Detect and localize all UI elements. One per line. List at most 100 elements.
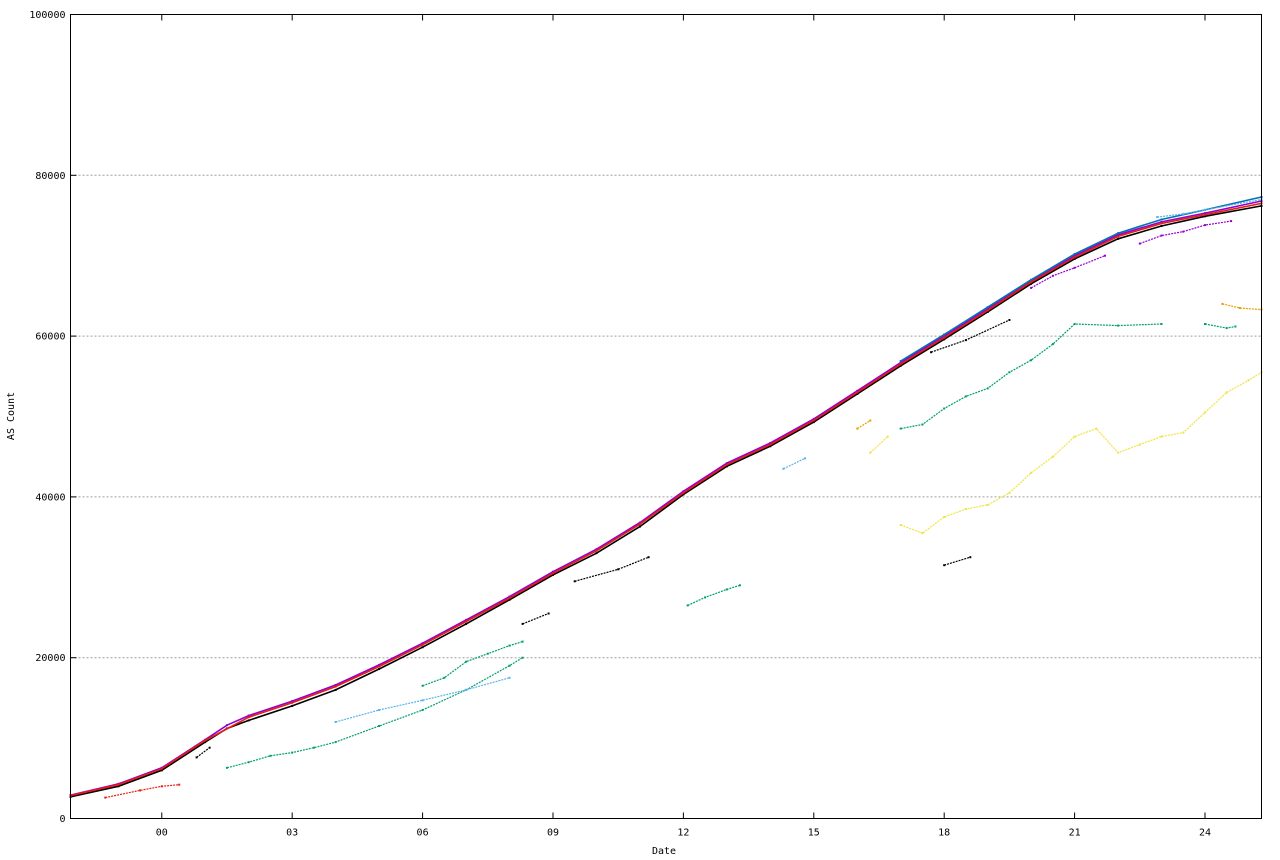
data-point [1221,302,1224,305]
data-point [738,584,741,587]
data-point [1051,274,1054,277]
data-point [247,714,250,717]
data-point [552,573,554,576]
data-point [421,642,424,645]
plot-frame [70,14,1262,819]
data-point [1073,257,1076,260]
data-point [1095,427,1098,430]
data-point [856,393,859,395]
data-point [1030,281,1033,284]
data-point [1182,230,1185,233]
data-point [930,351,933,354]
data-point [964,395,967,398]
data-point [638,525,641,528]
data-point [465,620,468,623]
data-point [204,741,207,744]
data-point [725,465,728,468]
data-point [638,521,641,524]
data-point [1117,235,1120,238]
data-point [465,660,468,663]
data-point [1117,232,1120,235]
data-point [378,663,381,666]
data-point [725,462,728,465]
series-trace-12 [1222,303,1262,311]
y-tick-label: 100000 [29,10,65,21]
data-point [421,699,424,702]
data-point [521,640,524,643]
data-point [595,549,598,552]
data-point [1073,435,1076,438]
data-point [804,457,807,460]
series-trace-1 [70,200,1262,796]
series-trace-2 [70,202,1262,797]
series-trace-6 [687,584,741,606]
data-point [1238,307,1241,309]
series-trace-17 [944,556,971,566]
data-point [552,572,554,575]
data-point [704,596,707,599]
x-tick-label: 03 [286,828,298,839]
data-point [943,516,946,518]
data-point [943,338,946,341]
data-point [682,493,685,496]
y-tick-label: 20000 [35,653,65,664]
data-point [1204,224,1206,227]
data-point [204,739,207,742]
data-point [1117,451,1120,454]
data-point [291,700,294,703]
data-point [856,427,859,430]
data-point [521,656,524,659]
data-point [1030,278,1033,281]
data-point [1138,443,1141,446]
data-point [1204,212,1206,215]
x-tick-label: 18 [938,828,950,839]
data-point [269,754,272,757]
y-tick-label: 40000 [35,492,65,503]
data-point [334,684,337,686]
grid [70,174,1262,659]
data-point [725,588,728,591]
data-point [1073,266,1076,269]
data-point [986,307,989,310]
series-trace-9 [900,371,1262,534]
series-trace-19 [196,747,210,758]
data-point [899,363,902,366]
data-point [508,598,511,601]
data-point [1117,233,1120,236]
x-axis-label: Date [652,846,676,857]
data-point [421,646,424,649]
data-point [682,491,685,494]
data-point [1008,371,1011,374]
data-point [521,622,524,625]
data-point [1030,286,1033,289]
data-point [1204,213,1206,216]
data-point [986,309,989,312]
data-point [986,311,989,313]
data-point [1030,282,1033,285]
x-tick-label: 06 [417,828,429,839]
data-point [686,604,689,607]
data-point [986,503,989,506]
series-trace-11 [856,419,871,430]
data-point [421,684,424,687]
data-point [782,467,785,470]
data-point [139,789,141,792]
data-point [334,685,337,688]
data-point [104,796,107,799]
data-point [1234,325,1237,328]
y-tick-label: 80000 [35,171,65,182]
data-point [595,548,598,551]
data-point [465,618,468,621]
series-trace-0 [70,205,1262,798]
series-trace-21 [1030,255,1106,289]
data-point [160,785,163,788]
data-point [769,445,772,448]
data-point [1030,471,1033,474]
data-point [899,364,902,367]
data-point [899,427,902,430]
data-point [573,580,576,583]
data-point [943,333,946,336]
data-point [117,785,120,788]
data-point [421,643,424,646]
data-point [1160,323,1163,325]
